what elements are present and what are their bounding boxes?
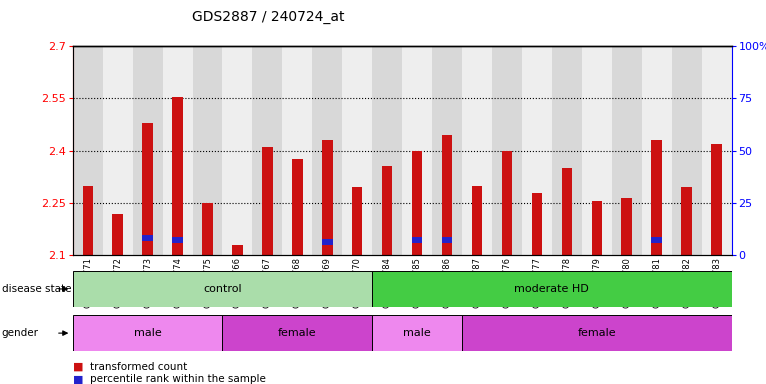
Bar bbox=[702, 46, 732, 255]
Bar bbox=[142, 123, 153, 255]
Bar bbox=[292, 159, 303, 255]
Bar bbox=[222, 46, 253, 255]
Text: female: female bbox=[278, 328, 316, 338]
Text: GDS2887 / 240724_at: GDS2887 / 240724_at bbox=[192, 10, 345, 23]
Bar bbox=[672, 46, 702, 255]
Text: gender: gender bbox=[2, 328, 38, 338]
Bar bbox=[83, 185, 93, 255]
Bar bbox=[372, 315, 462, 351]
Bar bbox=[651, 237, 662, 243]
Text: transformed count: transformed count bbox=[90, 362, 187, 372]
Text: control: control bbox=[203, 284, 242, 294]
Text: ■: ■ bbox=[73, 362, 83, 372]
Bar bbox=[73, 46, 103, 255]
Bar bbox=[472, 185, 483, 255]
Bar bbox=[352, 187, 362, 255]
Text: ■: ■ bbox=[73, 374, 83, 384]
Bar bbox=[462, 315, 732, 351]
Bar bbox=[372, 46, 402, 255]
Bar bbox=[322, 238, 332, 245]
Bar bbox=[522, 46, 552, 255]
Text: female: female bbox=[578, 328, 616, 338]
Bar bbox=[582, 46, 612, 255]
Bar bbox=[73, 315, 222, 351]
Bar bbox=[322, 140, 332, 255]
Bar bbox=[642, 46, 672, 255]
Text: male: male bbox=[403, 328, 431, 338]
Bar bbox=[492, 46, 522, 255]
Bar bbox=[462, 46, 492, 255]
Bar bbox=[412, 237, 422, 243]
Bar bbox=[561, 168, 572, 255]
Bar bbox=[651, 140, 662, 255]
Bar bbox=[172, 97, 183, 255]
Bar bbox=[442, 135, 452, 255]
Text: disease state: disease state bbox=[2, 284, 71, 294]
Bar bbox=[202, 203, 213, 255]
Bar bbox=[432, 46, 462, 255]
Bar bbox=[621, 198, 632, 255]
Bar bbox=[253, 46, 283, 255]
Bar bbox=[142, 235, 153, 242]
Bar bbox=[103, 46, 133, 255]
Bar bbox=[532, 193, 542, 255]
Bar bbox=[442, 237, 452, 243]
Bar bbox=[73, 271, 372, 307]
Bar bbox=[313, 46, 342, 255]
Bar bbox=[133, 46, 162, 255]
Bar bbox=[232, 245, 243, 255]
Bar bbox=[402, 46, 432, 255]
Text: moderate HD: moderate HD bbox=[515, 284, 589, 294]
Bar bbox=[591, 201, 602, 255]
Text: male: male bbox=[134, 328, 162, 338]
Bar bbox=[172, 237, 183, 243]
Bar bbox=[382, 166, 392, 255]
Bar bbox=[192, 46, 222, 255]
Bar bbox=[342, 46, 372, 255]
Bar bbox=[552, 46, 582, 255]
Bar bbox=[162, 46, 192, 255]
Bar bbox=[412, 151, 422, 255]
Bar bbox=[612, 46, 642, 255]
Bar bbox=[222, 315, 372, 351]
Bar bbox=[712, 144, 722, 255]
Bar bbox=[502, 151, 512, 255]
Bar bbox=[262, 147, 273, 255]
Bar bbox=[283, 46, 313, 255]
Bar bbox=[113, 214, 123, 255]
Bar bbox=[372, 271, 732, 307]
Text: percentile rank within the sample: percentile rank within the sample bbox=[90, 374, 266, 384]
Bar bbox=[682, 187, 692, 255]
